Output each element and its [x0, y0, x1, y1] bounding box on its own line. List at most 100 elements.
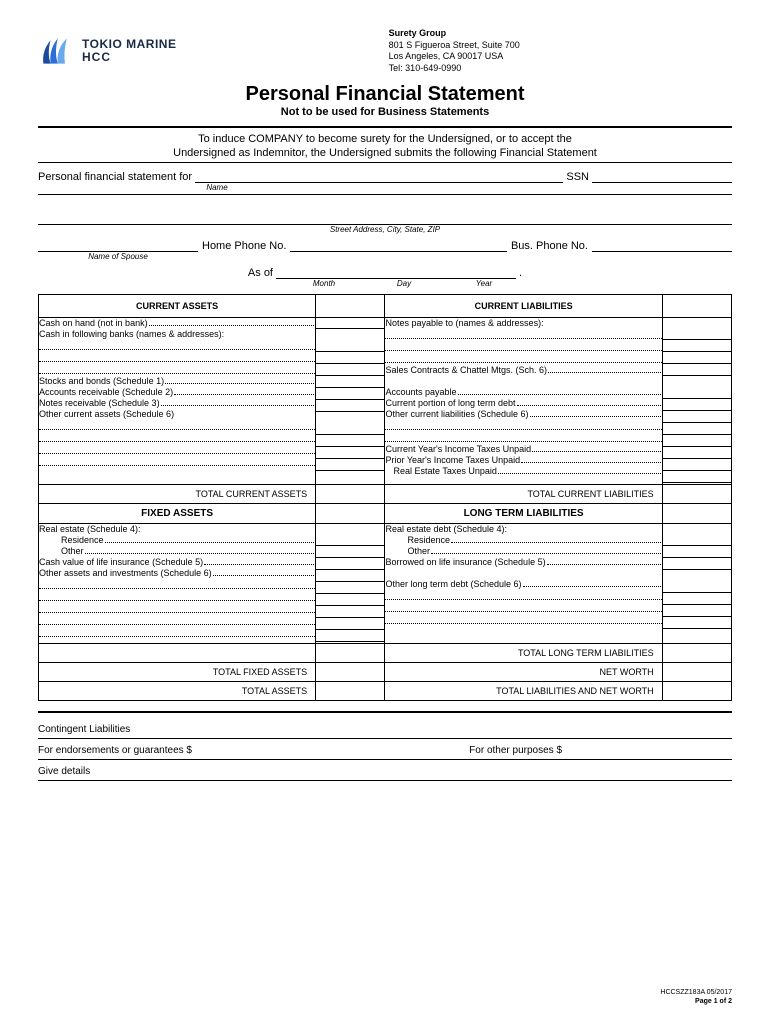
other-ltd-line[interactable] — [385, 614, 661, 624]
val-input[interactable] — [663, 460, 731, 471]
val-input[interactable] — [663, 606, 731, 617]
hdr-ltl: LONG TERM LIABILITIES — [385, 504, 662, 524]
notes-line[interactable] — [385, 329, 661, 339]
bus-phone-input[interactable] — [592, 238, 732, 252]
val-input[interactable] — [316, 318, 384, 329]
other-purp-input[interactable] — [562, 742, 732, 756]
val-input[interactable] — [663, 472, 731, 483]
val-input[interactable] — [663, 448, 731, 459]
val-input[interactable] — [663, 365, 731, 376]
logo-block: TOKIO MARINE HCC — [38, 28, 176, 75]
total-assets: TOTAL ASSETS — [39, 682, 316, 701]
val-input[interactable] — [663, 353, 731, 364]
footer: HCCSZZ183A 05/2017 Page 1 of 2 — [660, 989, 732, 1006]
val-input[interactable] — [316, 436, 384, 447]
divider — [38, 162, 732, 163]
address-block: Surety Group 801 S Figueroa Street, Suit… — [389, 28, 520, 75]
other-inv-line[interactable] — [39, 591, 315, 601]
val-input[interactable] — [663, 582, 731, 593]
other-inv-line[interactable] — [39, 603, 315, 613]
other-line[interactable] — [39, 456, 315, 466]
val-input[interactable] — [663, 329, 731, 340]
other-cl-line[interactable] — [385, 420, 661, 430]
val-input[interactable] — [316, 460, 384, 471]
other-inv-line[interactable] — [39, 579, 315, 589]
val-input[interactable] — [316, 365, 384, 376]
val-input[interactable] — [663, 412, 731, 423]
val-input[interactable] — [316, 559, 384, 570]
val-input[interactable] — [663, 436, 731, 447]
val-input[interactable] — [663, 424, 731, 435]
page-title: Personal Financial Statement — [38, 83, 732, 106]
endorse-input[interactable] — [192, 742, 469, 756]
val-input[interactable] — [316, 547, 384, 558]
net-worth: NET WORTH — [385, 663, 662, 682]
addr-tel: Tel: 310-649-0990 — [389, 63, 520, 75]
val-input[interactable] — [663, 559, 731, 570]
other-ltd-line[interactable] — [385, 602, 661, 612]
contingent-label: Contingent Liabilities — [38, 724, 130, 735]
val-input[interactable] — [663, 535, 731, 546]
address-label: Street Address, City, State, ZIP — [38, 225, 732, 234]
notes-line[interactable] — [385, 341, 661, 351]
tokio-marine-logo-icon — [38, 33, 74, 69]
details-input[interactable] — [90, 763, 732, 777]
page-subtitle: Not to be used for Business Statements — [38, 106, 732, 118]
asof-line: As of . — [38, 261, 732, 279]
notes-line[interactable] — [385, 353, 661, 363]
val-input[interactable] — [316, 535, 384, 546]
val-input[interactable] — [663, 618, 731, 629]
val-input[interactable] — [316, 619, 384, 630]
val-input[interactable] — [316, 607, 384, 618]
val-input[interactable] — [316, 595, 384, 606]
financial-table: CURRENT ASSETS CURRENT LIABILITIES Cash … — [38, 294, 732, 701]
bank-line[interactable] — [39, 340, 315, 350]
val-input[interactable] — [316, 631, 384, 642]
bank-line[interactable] — [39, 364, 315, 374]
hdr-current-liab: CURRENT LIABILITIES — [385, 295, 662, 318]
val-input[interactable] — [316, 448, 384, 459]
address-input[interactable] — [38, 211, 732, 225]
val-input[interactable] — [316, 341, 384, 352]
bank-line[interactable] — [39, 352, 315, 362]
name-input[interactable] — [195, 169, 563, 183]
spouse-input[interactable] — [38, 238, 198, 252]
ssn-input[interactable] — [592, 169, 732, 183]
total-ltl: TOTAL LONG TERM LIABILITIES — [385, 644, 662, 663]
spouse-label: Name of Spouse — [38, 252, 198, 261]
val-input[interactable] — [316, 571, 384, 582]
home-phone-input[interactable] — [290, 238, 507, 252]
total-cl: TOTAL CURRENT LIABILITIES — [385, 485, 662, 504]
header: TOKIO MARINE HCC Surety Group 801 S Figu… — [38, 28, 732, 75]
val-input[interactable] — [663, 341, 731, 352]
val-input[interactable] — [316, 389, 384, 400]
val-input[interactable] — [663, 388, 731, 399]
other-ltd-line[interactable] — [385, 590, 661, 600]
other-inv-line[interactable] — [39, 615, 315, 625]
val-input[interactable] — [316, 401, 384, 412]
hdr-fixed-assets: FIXED ASSETS — [39, 504, 316, 524]
divider — [38, 126, 732, 128]
other-line[interactable] — [39, 420, 315, 430]
name-label: Name — [38, 183, 396, 192]
val-input[interactable] — [663, 547, 731, 558]
addr-group: Surety Group — [389, 28, 520, 40]
fixed-assets-values — [316, 524, 385, 644]
total-fa: TOTAL FIXED ASSETS — [39, 663, 316, 682]
logo-line2: HCC — [82, 51, 176, 64]
val-input[interactable] — [663, 400, 731, 411]
divider — [38, 711, 732, 713]
val-input[interactable] — [316, 583, 384, 594]
current-liab-cell: Notes payable to (names & addresses): Sa… — [385, 318, 662, 485]
ltl-values — [662, 524, 731, 644]
asof-input[interactable] — [276, 265, 516, 279]
val-input[interactable] — [316, 353, 384, 364]
details-label: Give details — [38, 766, 90, 777]
other-line[interactable] — [39, 432, 315, 442]
val-input[interactable] — [663, 594, 731, 605]
other-line[interactable] — [39, 444, 315, 454]
other-cl-line[interactable] — [385, 432, 661, 442]
other-inv-line[interactable] — [39, 627, 315, 637]
val-input[interactable] — [316, 424, 384, 435]
val-input[interactable] — [316, 377, 384, 388]
